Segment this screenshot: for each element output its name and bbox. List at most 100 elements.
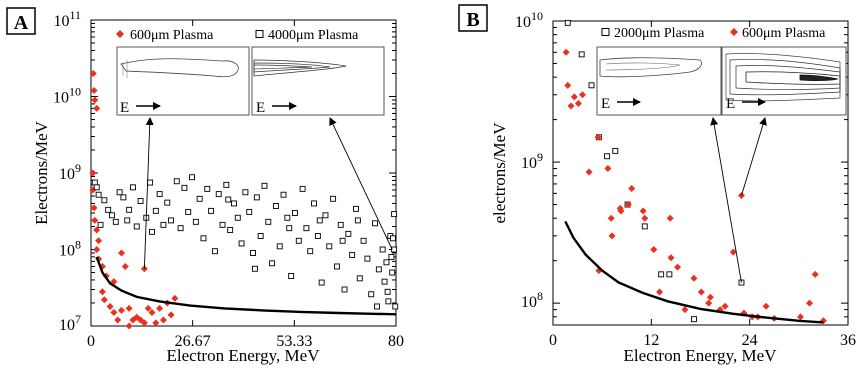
data-point-square [223, 181, 230, 188]
data-point-diamond [604, 165, 612, 173]
inset-label-a-0: E [120, 100, 129, 116]
inset-a-0: E [116, 46, 250, 116]
data-point-diamond [706, 293, 714, 301]
data-point-square [353, 205, 359, 212]
data-point-diamond [93, 246, 101, 253]
data-point-diamond [641, 214, 649, 222]
data-point-square [578, 51, 585, 58]
data-point-square [257, 233, 264, 239]
y-tick-label: 108 [521, 289, 543, 311]
inset-contour [799, 74, 839, 82]
inset-frame-a-0 [116, 46, 250, 116]
data-point-square [284, 214, 291, 221]
data-point-diamond [156, 304, 164, 312]
inset-frame-b-0 [596, 46, 722, 116]
data-point-diamond [674, 263, 682, 271]
data-point-square [372, 220, 378, 227]
data-point-square [391, 211, 398, 218]
data-point-square [385, 298, 392, 305]
plot-area-b: 0 12 24 36 108 109 1010 [515, 9, 856, 349]
panel-label-b: B [466, 9, 479, 31]
legend-marker-b-1 [730, 28, 738, 36]
data-point-diamond [171, 294, 179, 302]
data-point-square [690, 316, 697, 323]
data-point-diamond [690, 274, 698, 282]
inset-pointer-arrow [329, 117, 393, 250]
inset-label-b-0: E [601, 96, 610, 112]
y-tick-label: 1010 [515, 9, 543, 31]
data-point-square [97, 221, 104, 228]
data-point-diamond [118, 249, 125, 257]
data-point-diamond [89, 169, 97, 177]
data-point-square [388, 253, 395, 260]
data-point-diamond [114, 316, 122, 324]
inset-contour [122, 60, 128, 78]
data-point-square [391, 246, 398, 253]
inset-contour [729, 59, 841, 96]
x-tick-label: 80 [388, 333, 404, 350]
data-point-square [215, 191, 222, 198]
y-axis-label-a: Electrons/MeV [32, 120, 51, 225]
data-point-square [299, 185, 306, 192]
threshold-curve [95, 256, 397, 316]
data-point-square [231, 200, 237, 207]
data-point-square [253, 194, 260, 201]
data-point-diamond [729, 248, 737, 256]
panel-label-box-b [458, 4, 488, 32]
inset-contour [725, 53, 841, 102]
data-point-square [109, 212, 115, 219]
data-point-diamond [667, 254, 675, 262]
data-point-square [349, 251, 356, 258]
data-point-diamond [93, 104, 101, 112]
data-point-square [211, 248, 218, 255]
data-point-square [666, 271, 673, 278]
data-point-square [326, 243, 333, 250]
legend-b: 2000μm Plasma 600μm Plasma [601, 26, 826, 41]
data-point-diamond [574, 100, 582, 108]
panel-label-box-a [6, 7, 36, 35]
legend-label-a-0: 600μm Plasma [130, 28, 214, 43]
data-point-square [137, 198, 144, 204]
data-point-diamond [90, 204, 98, 212]
data-point-square [152, 207, 159, 214]
data-point-diamond [607, 214, 615, 222]
data-point-square [234, 214, 241, 221]
data-point-square [286, 225, 293, 232]
data-point-square [373, 303, 380, 310]
data-point-diamond [681, 306, 689, 314]
data-point-diamond [666, 214, 674, 222]
data-point-square [265, 218, 272, 225]
data-point-diamond [159, 316, 167, 324]
data-point-square [120, 194, 127, 201]
data-point-diamond [656, 288, 664, 296]
y-tick-label: 108 [59, 238, 81, 260]
data-point-square [612, 147, 619, 154]
x-tick-label: 24 [742, 332, 758, 349]
data-point-square [208, 207, 215, 214]
inset-b-1: E [721, 46, 847, 116]
data-point-diamond [796, 313, 804, 321]
data-point-square [105, 206, 112, 213]
data-point-square [322, 212, 329, 219]
y-axis-label-b: electrons/MeV [490, 122, 509, 224]
data-point-diamond [125, 322, 133, 330]
data-point-diamond [144, 304, 152, 312]
data-point-diamond [617, 207, 625, 215]
data-point-square [242, 189, 249, 196]
data-point-diamond [585, 168, 593, 176]
data-point-diamond [721, 302, 729, 310]
data-point-diamond [93, 226, 101, 234]
y-tick-label: 1010 [53, 85, 81, 107]
data-point-square [112, 218, 119, 225]
data-point-square [330, 195, 337, 202]
data-point-square [227, 227, 234, 233]
data-point-square [225, 196, 232, 203]
data-point-diamond [106, 302, 114, 310]
data-point-square [604, 153, 611, 160]
data-point-square [272, 203, 279, 209]
data-point-diamond [608, 232, 616, 240]
data-point-diamond [628, 184, 636, 192]
inset-pointer-arrow [741, 117, 767, 196]
data-point-square [280, 191, 287, 198]
inset-contour [735, 65, 841, 90]
